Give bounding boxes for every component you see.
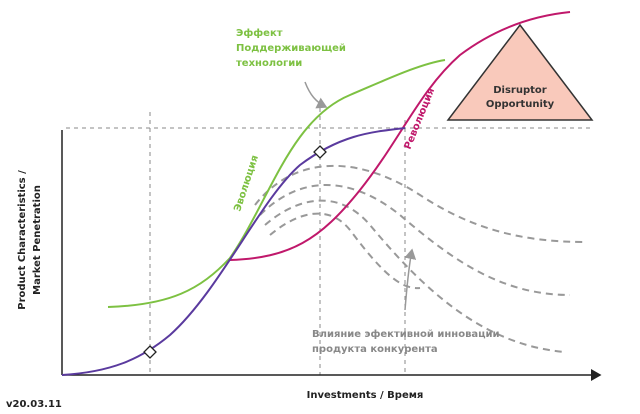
text-line: Эффект (236, 27, 283, 39)
text-line: Disruptor (493, 85, 547, 96)
text-line: Влияние эфективной инновации (312, 328, 500, 340)
guides (66, 108, 592, 375)
y-axis-label: Product Characteristics / Market Penetrat… (17, 170, 43, 310)
competitor-label: Влияние эфективной инновации продукта кон… (312, 328, 500, 355)
disruptor-label: Disruptor Opportunity (486, 85, 555, 110)
x-axis-label: Investments / Время (307, 390, 424, 401)
disruptor-triangle (446, 23, 594, 121)
text-line: Market Penetration (32, 185, 43, 295)
marker (143, 345, 157, 359)
marker (313, 145, 327, 159)
sustaining-label: Эффект Поддерживающей технологии (236, 27, 346, 69)
arrow (304, 81, 328, 109)
text-line: Opportunity (486, 99, 555, 110)
arrow (404, 248, 417, 311)
text-line: Поддерживающей (236, 43, 346, 54)
text-line: технологии (236, 58, 302, 69)
version: v20.03.11 (6, 399, 62, 410)
text-line: продукта конкурента (312, 344, 438, 355)
evolution-curve (61, 127, 406, 376)
competitor-curves (254, 164, 586, 353)
text-line: Product Characteristics / (17, 170, 28, 310)
disruptive-curve (229, 11, 571, 261)
sustaining-curve (107, 59, 446, 308)
